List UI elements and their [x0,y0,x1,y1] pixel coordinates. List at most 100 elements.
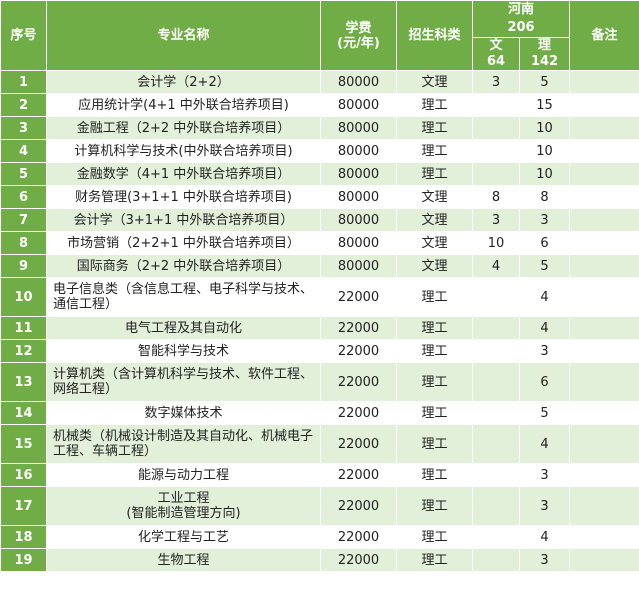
cell-seq: 12 [0,339,47,363]
cell-category: 理工 [396,116,473,140]
cell-fee: 22000 [320,486,397,526]
cell-category: 理工 [396,162,473,186]
cell-category: 理工 [396,316,473,340]
cell-note [569,486,639,526]
cell-seq: 7 [0,208,47,232]
table-row: 7 会计学（3+1+1 中外联合培养项目） 80000 文理 3 3 [0,208,639,232]
cell-seq: 6 [0,185,47,209]
enrollment-plan-table: 序号 专业名称 学费 (元/年) 招生科类 河南 206 备注 文 64 理 1… [0,0,639,572]
cell-seq: 15 [0,424,47,464]
header-major: 专业名称 [46,0,321,71]
header-li-total: 142 [530,54,559,69]
cell-note [569,162,639,186]
cell-category: 理工 [396,548,473,572]
cell-category: 理工 [396,139,473,163]
cell-note [569,116,639,140]
header-li-label: 理 [538,38,552,54]
cell-li: 5 [518,401,571,425]
cell-major: 市场营销（2+2+1 中外联合培养项目） [46,231,321,255]
cell-major: 金融工程（2+2 中外联合培养项目） [46,116,321,140]
cell-seq: 17 [0,486,47,526]
cell-wen: 3 [472,70,520,94]
cell-seq: 13 [0,362,47,402]
cell-note [569,401,639,425]
cell-major: 能源与动力工程 [46,463,321,487]
cell-note [569,362,639,402]
table-row: 9 国际商务（2+2 中外联合培养项目） 80000 文理 4 5 [0,254,639,278]
cell-note [569,463,639,487]
cell-wen: 3 [472,208,520,232]
cell-li: 8 [518,185,571,209]
cell-li: 4 [518,316,571,340]
cell-seq: 4 [0,139,47,163]
cell-seq: 5 [0,162,47,186]
cell-wen: 4 [472,254,520,278]
table-row: 14 数字媒体技术 22000 理工 5 [0,401,639,425]
cell-category: 理工 [396,486,473,526]
cell-fee: 22000 [320,548,397,572]
cell-major: 国际商务（2+2 中外联合培养项目） [46,254,321,278]
cell-note [569,185,639,209]
header-li: 理 142 [518,37,571,71]
cell-wen [472,463,520,487]
cell-note [569,93,639,117]
header-wen: 文 64 [472,37,520,71]
cell-major: 化学工程与工艺 [46,525,321,549]
cell-seq: 1 [0,70,47,94]
cell-major: 计算机类（含计算机科学与技术、软件工程、网络工程） [46,362,321,402]
cell-wen [472,316,520,340]
cell-seq: 10 [0,277,47,317]
header-note: 备注 [569,0,639,71]
cell-li: 4 [518,525,571,549]
cell-li: 5 [518,70,571,94]
cell-category: 文理 [396,254,473,278]
table-row: 18 化学工程与工艺 22000 理工 4 [0,525,639,549]
cell-fee: 22000 [320,316,397,340]
cell-li: 6 [518,231,571,255]
cell-major: 计算机科学与技术(中外联合培养项目) [46,139,321,163]
cell-li: 10 [518,116,571,140]
cell-wen [472,116,520,140]
cell-fee: 22000 [320,401,397,425]
cell-li: 10 [518,139,571,163]
cell-note [569,254,639,278]
cell-wen [472,401,520,425]
cell-wen [472,548,520,572]
cell-li: 3 [518,339,571,363]
header-category: 招生科类 [396,0,473,71]
cell-note [569,525,639,549]
cell-note [569,277,639,317]
table-row: 3 金融工程（2+2 中外联合培养项目） 80000 理工 10 [0,116,639,140]
cell-category: 理工 [396,401,473,425]
cell-seq: 19 [0,548,47,572]
cell-major: 智能科学与技术 [46,339,321,363]
table-body: 1 会计学（2+2） 80000 文理 3 5 2 应用统计学(4+1 中外联合培养项目) 80… [0,70,639,572]
cell-category: 文理 [396,208,473,232]
table-row: 11 电气工程及其自动化 22000 理工 4 [0,316,639,340]
cell-fee: 80000 [320,254,397,278]
cell-seq: 2 [0,93,47,117]
cell-fee: 22000 [320,463,397,487]
table-row: 15 机械类（机械设计制造及其自动化、机械电子工程、车辆工程） 22000 理工 4 [0,424,639,464]
cell-category: 文理 [396,185,473,209]
cell-category: 理工 [396,339,473,363]
cell-seq: 16 [0,463,47,487]
table-row: 12 智能科学与技术 22000 理工 3 [0,339,639,363]
cell-li: 4 [518,424,571,464]
table-row: 17 工业工程 (智能制造管理方向) 22000 理工 3 [0,486,639,526]
cell-note [569,424,639,464]
table-row: 4 计算机科学与技术(中外联合培养项目) 80000 理工 10 [0,139,639,163]
cell-category: 文理 [396,231,473,255]
table-row: 5 金融数学（4+1 中外联合培养项目） 80000 理工 10 [0,162,639,186]
cell-note [569,70,639,94]
cell-wen: 10 [472,231,520,255]
cell-note [569,139,639,163]
cell-major: 财务管理(3+1+1 中外联合培养项目) [46,185,321,209]
cell-wen [472,525,520,549]
cell-fee: 22000 [320,339,397,363]
cell-li: 5 [518,254,571,278]
cell-wen: 8 [472,185,520,209]
cell-major: 机械类（机械设计制造及其自动化、机械电子工程、车辆工程） [46,424,321,464]
cell-wen [472,162,520,186]
cell-category: 理工 [396,93,473,117]
